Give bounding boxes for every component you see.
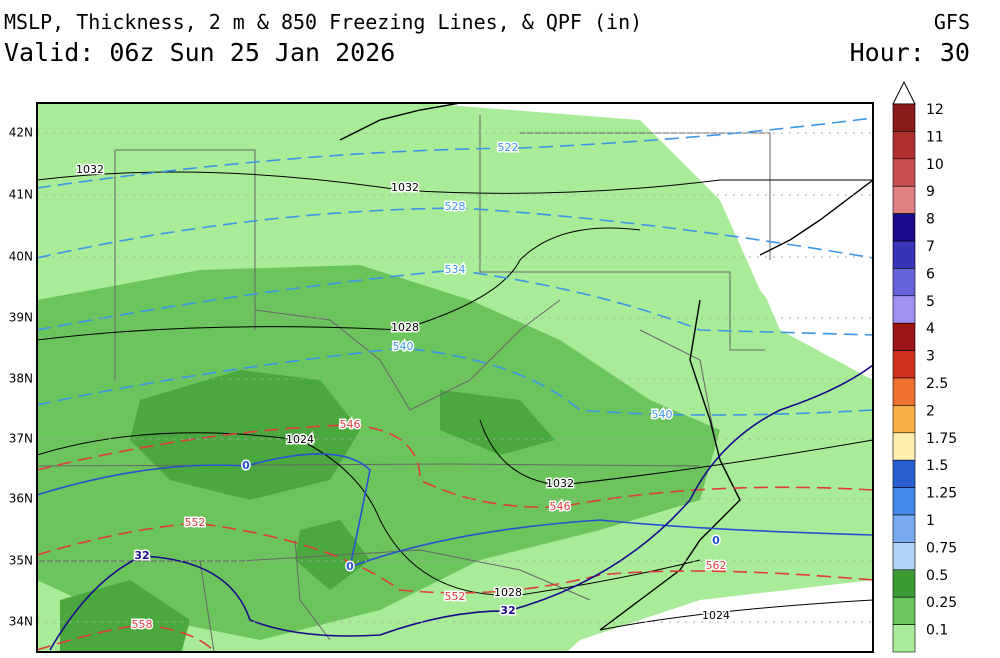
contour-label: 1028: [494, 586, 522, 599]
colorbar-label: 2: [926, 403, 935, 419]
latitude-label: 39N: [9, 311, 33, 325]
contour-label: 1028: [391, 321, 419, 334]
contour-label: 540: [652, 408, 673, 421]
contour-label: 546: [340, 418, 361, 431]
colorbar-label: 0.75: [926, 540, 957, 556]
latitude-label: 40N: [9, 250, 33, 264]
latitude-label: 34N: [9, 615, 33, 629]
colorbar-label: 8: [926, 212, 935, 228]
latitude-label: 35N: [9, 554, 33, 568]
colorbar-swatch: [892, 405, 916, 434]
colorbar-swatch: [892, 268, 916, 297]
contour-label: 1024: [702, 609, 730, 622]
no-precip: [720, 200, 873, 380]
contour-label: 534: [445, 263, 466, 276]
latitude-label: 42N: [9, 126, 33, 140]
colorbar-swatch: [892, 131, 916, 160]
colorbar-swatch: [892, 624, 916, 653]
contour-label: 0: [712, 534, 720, 547]
contour-label: 32: [134, 549, 149, 562]
colorbar-label: 6: [926, 266, 935, 282]
isobars: [37, 171, 873, 631]
contour-label: 1024: [286, 433, 314, 446]
colorbar-arrow: [892, 80, 916, 105]
contour-label: 558: [132, 618, 153, 631]
freezing-850: [49, 364, 873, 651]
colorbar-swatch: [892, 213, 916, 242]
colorbar-swatch: [892, 322, 916, 351]
valid-time: Valid: 06z Sun 25 Jan 2026: [4, 38, 396, 67]
coastline: [339, 103, 873, 631]
colorbar-label: 1.5: [926, 458, 948, 474]
map-title: MSLP, Thickness, 2 m & 850 Freezing Line…: [4, 10, 643, 34]
colorbar-swatch: [892, 103, 916, 132]
thickness-warm: [37, 424, 873, 652]
graticule: [37, 132, 873, 623]
contour-label: 1032: [546, 477, 574, 490]
map-frame: [36, 102, 874, 653]
contour-label: 1032: [76, 163, 104, 176]
colorbar-label: 1.75: [926, 431, 957, 447]
contour-label: 522: [498, 141, 519, 154]
latitude-label: 38N: [9, 372, 33, 386]
colorbar-swatch: [892, 350, 916, 379]
colorbar-label: 0.5: [926, 568, 948, 584]
contour-label: 1032: [391, 181, 419, 194]
state-lines: [37, 115, 771, 652]
colorbar-swatch: [892, 295, 916, 324]
contour-label: 552: [185, 516, 206, 529]
colorbar-label: 2.5: [926, 376, 948, 392]
contour-label: 552: [445, 590, 466, 603]
colorbar-swatch: [892, 487, 916, 516]
colorbar-label: 4: [926, 321, 935, 337]
colorbar-label: 1: [926, 513, 935, 529]
colorbar-swatch: [892, 514, 916, 543]
model-name: GFS: [933, 10, 970, 34]
contour-label: 546: [550, 500, 571, 513]
contour-label: 562: [706, 559, 727, 572]
colorbar-swatch: [892, 569, 916, 598]
qpf-moderate: [37, 265, 720, 640]
contour-label: 540: [393, 340, 414, 353]
colorbar-swatch: [892, 596, 916, 625]
contour-label: 0: [346, 560, 354, 573]
map-layers: [37, 103, 873, 652]
colorbar-label: 5: [926, 294, 935, 310]
colorbar-swatch: [892, 377, 916, 406]
contour-label: 528: [445, 200, 466, 213]
colorbar-swatch: [892, 158, 916, 187]
freezing-2m: [37, 453, 873, 569]
colorbar-label: 3: [926, 349, 935, 365]
colorbar-label: 1.25: [926, 486, 957, 502]
colorbar-label: 7: [926, 239, 935, 255]
colorbar-swatch: [892, 240, 916, 269]
colorbar-label: 0.1: [926, 623, 948, 639]
colorbar-label: 11: [926, 129, 944, 145]
colorbar-label: 9: [926, 184, 935, 200]
forecast-hour: Hour: 30: [849, 38, 970, 67]
latitude-label: 41N: [9, 188, 33, 202]
colorbar-label: 0.25: [926, 595, 957, 611]
colorbar-swatch: [892, 542, 916, 571]
colorbar-label: 12: [926, 102, 944, 118]
colorbar-label: 10: [926, 157, 944, 173]
thickness-cold: [37, 117, 873, 416]
colorbar-swatch: [892, 459, 916, 488]
contour-label: 32: [500, 604, 515, 617]
contour-label: 0: [242, 459, 250, 472]
latitude-label: 36N: [9, 492, 33, 506]
colorbar-swatch: [892, 432, 916, 461]
colorbar-swatch: [892, 185, 916, 214]
latitude-label: 37N: [9, 432, 33, 446]
